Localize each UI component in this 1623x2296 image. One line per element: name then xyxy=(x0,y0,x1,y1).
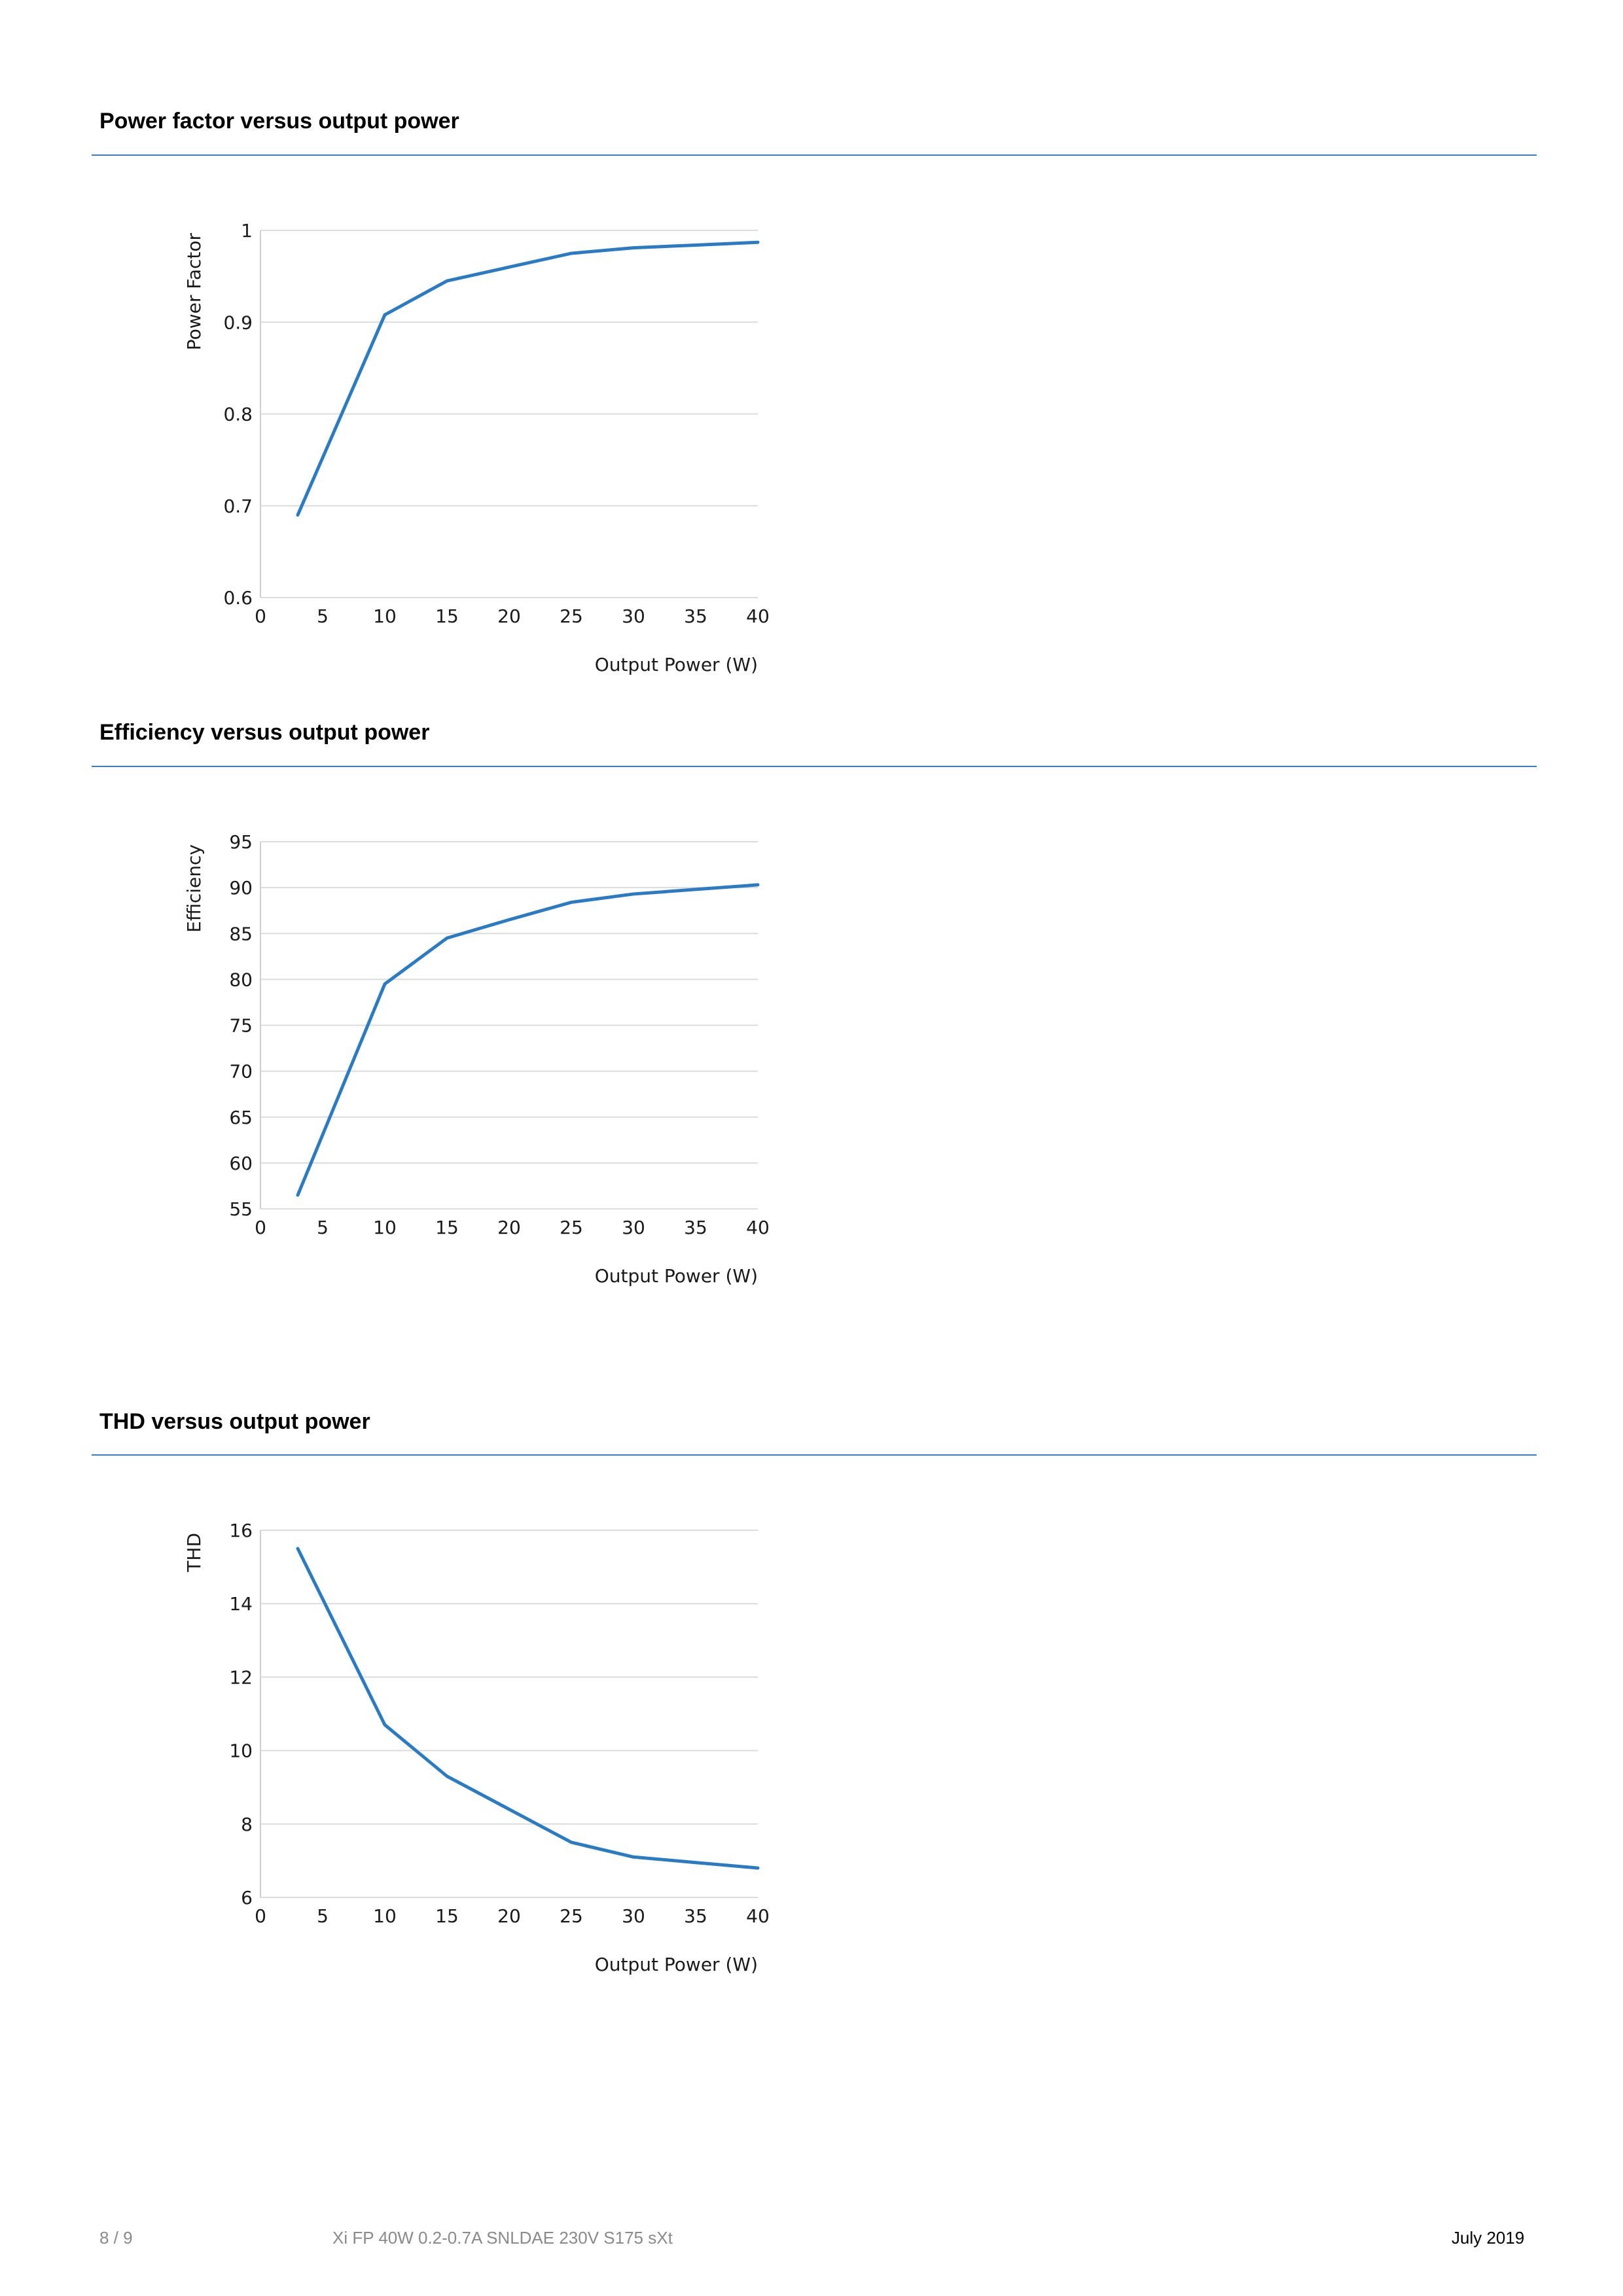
data-point xyxy=(756,883,760,887)
y-tick-label: 80 xyxy=(229,969,253,990)
y-tick-label: 12 xyxy=(229,1666,253,1688)
x-tick-label: 15 xyxy=(435,605,459,627)
y-axis-title: THD xyxy=(183,1533,205,1573)
data-point xyxy=(632,1855,635,1859)
y-axis-title: Power Factor xyxy=(183,233,205,351)
y-tick-label: 0.9 xyxy=(223,312,253,333)
x-tick-label: 15 xyxy=(435,1905,459,1927)
x-axis-title: Output Power (W) xyxy=(595,654,758,675)
x-tick-label: 20 xyxy=(497,1905,521,1927)
x-tick-label: 35 xyxy=(684,1905,707,1927)
y-tick-label: 60 xyxy=(229,1153,253,1174)
x-tick-label: 10 xyxy=(373,605,397,627)
x-tick-label: 30 xyxy=(622,1217,645,1238)
series-line xyxy=(296,240,760,517)
efficiency-chart: 55 60 65 70 75 80 85 90 95 0 5 10 15 20 25 30 35 40 Output… xyxy=(0,808,851,1305)
data-point xyxy=(632,246,635,250)
data-point xyxy=(569,251,573,255)
y-tick-label: 65 xyxy=(229,1107,253,1128)
x-axis-title: Output Power (W) xyxy=(595,1265,758,1287)
section-title-thd: THD versus output power xyxy=(99,1409,370,1434)
y-tick-label: 90 xyxy=(229,877,253,899)
y-tick-label: 70 xyxy=(229,1061,253,1083)
y-tick-label: 0.8 xyxy=(223,404,253,425)
y-tick-label: 55 xyxy=(229,1198,253,1220)
x-tick-label: 35 xyxy=(684,605,707,627)
y-tick-label: 0.7 xyxy=(223,495,253,517)
data-point xyxy=(507,918,511,922)
y-tick-label: 6 xyxy=(241,1887,253,1909)
x-tick-label: 0 xyxy=(255,1905,266,1927)
data-point xyxy=(296,513,300,517)
data-point xyxy=(507,1807,511,1811)
y-axis-title: Efficiency xyxy=(183,844,205,933)
y-tick-label: 85 xyxy=(229,923,253,944)
thd-chart-svg: 6 8 10 12 14 16 0 5 10 15 20 25 30 35 40 Output Power (… xyxy=(183,1520,770,1975)
x-tick-label: 10 xyxy=(373,1217,397,1238)
y-tick-label: 0.6 xyxy=(223,587,253,609)
section-title-power-factor: Power factor versus output power xyxy=(99,109,459,134)
x-tick-label: 40 xyxy=(746,1905,770,1927)
data-point xyxy=(296,1547,300,1551)
data-point xyxy=(756,240,760,244)
x-axis-title: Output Power (W) xyxy=(595,1954,758,1975)
data-point xyxy=(445,936,449,940)
x-tick-label: 40 xyxy=(746,1217,770,1238)
power-factor-chart: 0.6 0.7 0.8 0.9 1 0 5 10 15 20 25 30 35 40 Output Powe… xyxy=(0,196,851,694)
y-tick-label: 8 xyxy=(241,1814,253,1835)
data-point xyxy=(383,982,387,986)
y-tick-label: 95 xyxy=(229,831,253,853)
y-tick-label: 75 xyxy=(229,1015,253,1037)
y-tick-label: 16 xyxy=(229,1520,253,1541)
data-point xyxy=(296,1193,300,1197)
x-tick-label: 25 xyxy=(560,1905,583,1927)
data-point xyxy=(569,1840,573,1844)
x-tick-label: 30 xyxy=(622,1905,645,1927)
x-tick-label: 35 xyxy=(684,1217,707,1238)
y-tick-label: 14 xyxy=(229,1593,253,1615)
y-tick-label: 10 xyxy=(229,1740,253,1762)
x-tick-label: 40 xyxy=(746,605,770,627)
x-tick-label: 30 xyxy=(622,605,645,627)
x-tick-label: 5 xyxy=(317,1905,329,1927)
section-divider xyxy=(92,766,1537,767)
data-point xyxy=(445,279,449,283)
data-point xyxy=(694,888,698,891)
data-point xyxy=(569,901,573,905)
section-divider xyxy=(92,1454,1537,1456)
data-point xyxy=(756,1866,760,1870)
data-point xyxy=(383,313,387,317)
x-tick-label: 0 xyxy=(255,1217,266,1238)
x-tick-label: 20 xyxy=(497,1217,521,1238)
x-tick-label: 10 xyxy=(373,1905,397,1927)
document-date: July 2019 xyxy=(1452,2228,1525,2248)
data-point xyxy=(632,892,635,896)
product-name: Xi FP 40W 0.2-0.7A SNLDAE 230V S175 sXt xyxy=(332,2228,673,2248)
x-tick-label: 5 xyxy=(317,1217,329,1238)
efficiency-chart-svg: 55 60 65 70 75 80 85 90 95 0 5 10 15 20 25 30 35 40 Output… xyxy=(183,831,770,1287)
section-title-efficiency: Efficiency versus output power xyxy=(99,720,430,745)
x-tick-label: 25 xyxy=(560,605,583,627)
series-line xyxy=(296,1547,760,1870)
x-tick-label: 25 xyxy=(560,1217,583,1238)
data-point xyxy=(694,1861,698,1865)
page-number: 8 / 9 xyxy=(99,2228,133,2248)
x-tick-label: 20 xyxy=(497,605,521,627)
data-point xyxy=(507,265,511,269)
y-tick-label: 1 xyxy=(241,220,253,242)
series-line xyxy=(296,883,760,1197)
thd-chart: 6 8 10 12 14 16 0 5 10 15 20 25 30 35 40 Output Power (… xyxy=(0,1496,851,1994)
x-tick-label: 0 xyxy=(255,605,266,627)
x-tick-label: 5 xyxy=(317,605,329,627)
x-tick-label: 15 xyxy=(435,1217,459,1238)
section-divider xyxy=(92,154,1537,156)
data-point xyxy=(694,243,698,247)
data-point xyxy=(445,1774,449,1778)
data-point xyxy=(383,1723,387,1727)
